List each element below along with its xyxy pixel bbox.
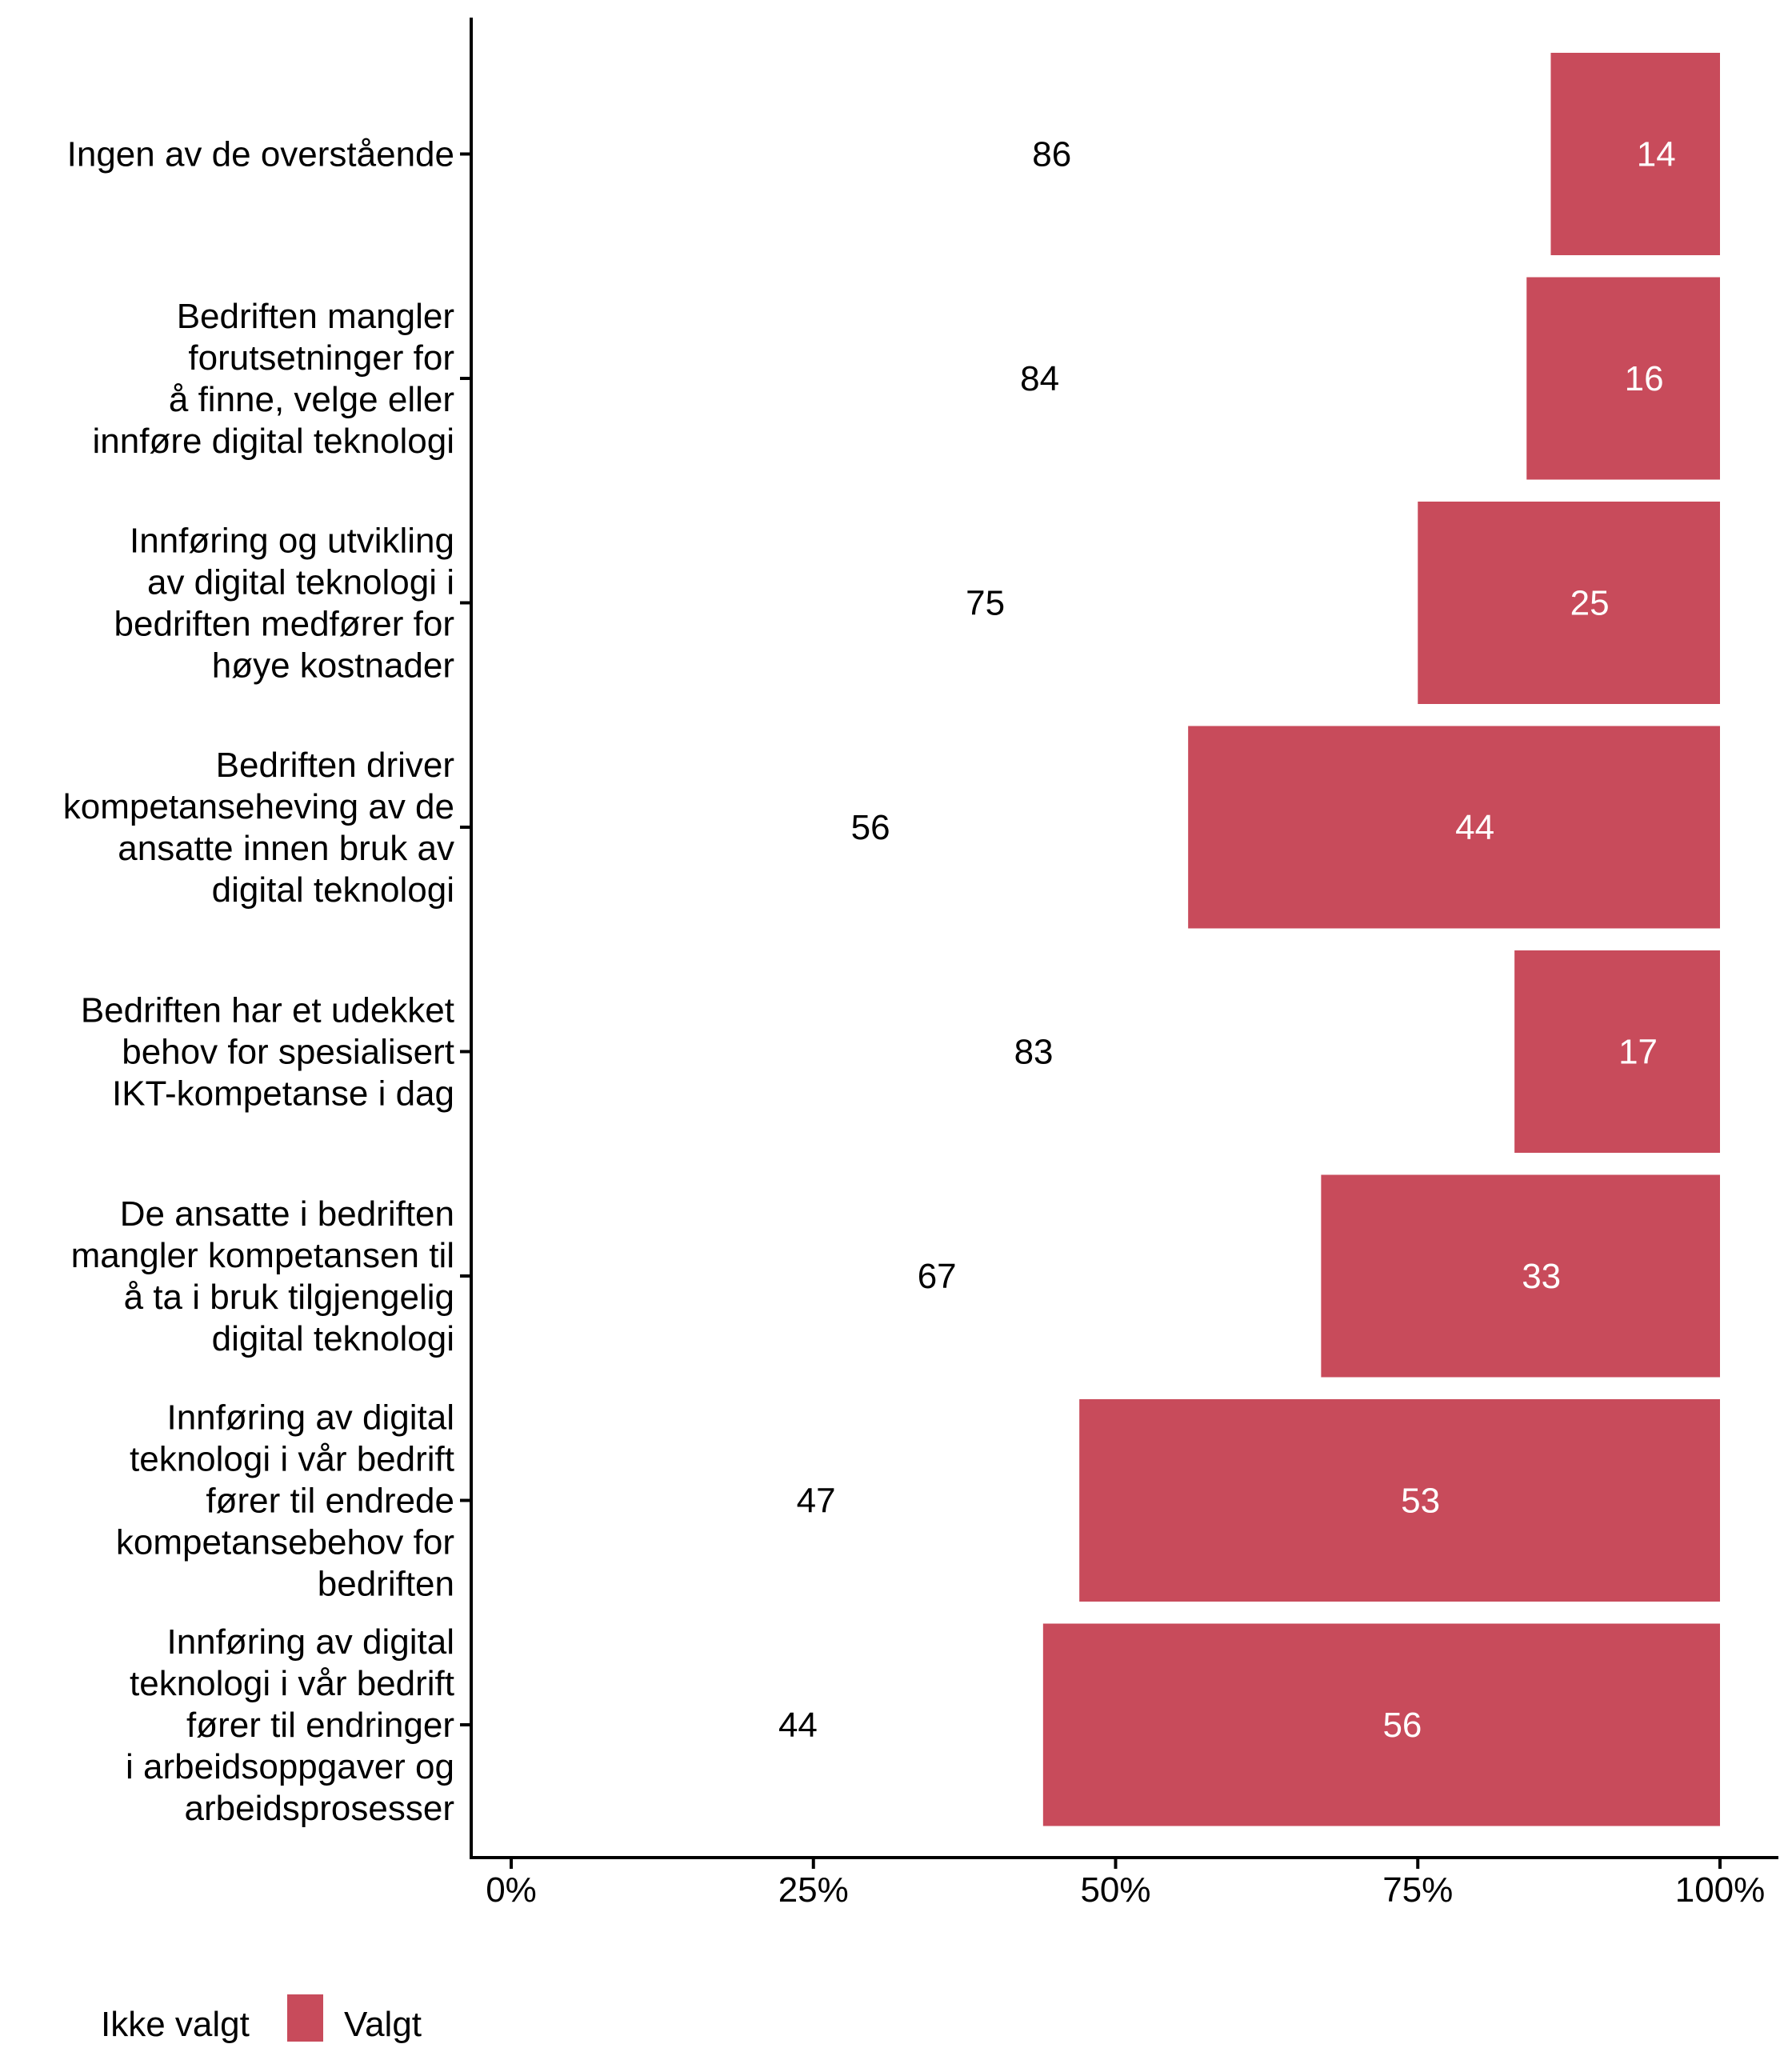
- y-category-label-line: bedriften medfører for: [114, 605, 455, 644]
- value-labels-layer: 86 14 84 16 75 25 56 44 83 17 67 33 47 53 44 56: [778, 135, 1676, 1746]
- y-category-label-line: Bedriften driver: [216, 746, 454, 785]
- y-category-label-line: innføre digital teknologi: [93, 422, 454, 461]
- y-category-label-line: Innføring av digital: [166, 1622, 454, 1662]
- value-label-valgt: 33: [1522, 1257, 1561, 1296]
- legend-label-ikke-valgt: Ikke valgt: [101, 2005, 250, 2044]
- value-label-valgt: 16: [1625, 359, 1664, 398]
- bar-valgt: [1321, 1174, 1720, 1378]
- y-category-label-line: å finne, velge eller: [169, 380, 454, 419]
- x-tick-label: 50%: [1080, 1870, 1150, 1910]
- y-category-label: Ingen av de overstående: [67, 135, 454, 174]
- y-category-label-line: teknologi i vår bedrift: [130, 1664, 454, 1703]
- x-tick-label: 0%: [486, 1870, 537, 1910]
- y-category-label: Innføring og utvikling av digital teknolo…: [114, 522, 455, 686]
- y-category-label-line: fører til endrede: [206, 1482, 454, 1521]
- value-label-ikke-valgt: 75: [966, 584, 1005, 623]
- y-category-label-line: digital teknologi: [212, 870, 454, 910]
- bar-ikke-valgt: [511, 1399, 1079, 1602]
- y-category-label-line: arbeidsprosesser: [185, 1789, 455, 1828]
- value-label-valgt: 25: [1570, 584, 1610, 623]
- y-category-label-line: ansatte innen bruk av: [118, 829, 454, 868]
- value-label-ikke-valgt: 83: [1014, 1033, 1054, 1072]
- y-category-label-line: høye kostnader: [212, 646, 454, 686]
- x-axis-ticks: 0% 25% 50% 75% 100%: [486, 1858, 1765, 1910]
- bar-ikke-valgt: [511, 502, 1418, 704]
- bar-valgt: [1079, 1399, 1720, 1602]
- bar-ikke-valgt: [511, 53, 1550, 255]
- y-category-label-line: kompetansebehov for: [116, 1523, 454, 1562]
- y-axis-labels: Ingen av de overstående Bedriften mangler…: [63, 135, 471, 1828]
- value-label-ikke-valgt: 84: [1020, 359, 1059, 398]
- value-label-valgt: 17: [1618, 1033, 1658, 1072]
- y-category-label-line: fører til endringer: [186, 1706, 454, 1745]
- value-label-ikke-valgt: 44: [778, 1706, 818, 1745]
- y-category-label-line: i arbeidsoppgaver og: [126, 1747, 454, 1786]
- y-category-label-line: digital teknologi: [212, 1319, 454, 1358]
- y-category-label-line: å ta i bruk tilgjengelig: [124, 1278, 454, 1317]
- y-category-label: Bedriften mangler forutsetninger for å fin…: [93, 297, 454, 461]
- bars-layer: [511, 53, 1720, 1826]
- bar-valgt: [1514, 950, 1720, 1153]
- value-label-ikke-valgt: 47: [797, 1482, 836, 1521]
- y-category-label-line: av digital teknologi i: [147, 563, 454, 602]
- y-category-label-line: De ansatte i bedriften: [120, 1194, 454, 1234]
- y-category-label-line: kompetanseheving av de: [63, 787, 454, 826]
- value-label-valgt: 14: [1637, 135, 1676, 174]
- value-label-ikke-valgt: 67: [918, 1257, 957, 1296]
- x-tick-label: 100%: [1675, 1870, 1766, 1910]
- x-tick-label: 75%: [1382, 1870, 1453, 1910]
- x-tick-label: 25%: [778, 1870, 849, 1910]
- bar-valgt: [1042, 1623, 1720, 1826]
- y-category-label: Innføring av digital teknologi i vår bedr…: [126, 1622, 454, 1828]
- y-category-label: De ansatte i bedriften mangler kompetanse…: [71, 1194, 454, 1358]
- bar-valgt: [1550, 53, 1720, 255]
- y-category-label: Innføring av digital teknologi i vår bedr…: [116, 1398, 454, 1604]
- bar-ikke-valgt: [511, 1175, 1321, 1378]
- y-category-label-line: Bedriften har et udekket: [81, 991, 454, 1030]
- value-label-valgt: 56: [1382, 1706, 1422, 1745]
- bar-valgt: [1418, 502, 1720, 704]
- y-category-label-line: teknologi i vår bedrift: [130, 1440, 454, 1479]
- y-category-label: Bedriften har et udekket behov for spesia…: [81, 991, 454, 1114]
- legend: Ikke valgt Valgt: [101, 1994, 422, 2044]
- y-category-label-line: mangler kompetansen til: [71, 1236, 454, 1275]
- bar-valgt: [1526, 277, 1720, 480]
- bar-valgt: [1188, 726, 1720, 929]
- legend-swatch-valgt: [287, 1994, 323, 2042]
- legend-label-valgt: Valgt: [344, 2005, 422, 2044]
- y-category-label-line: Ingen av de overstående: [67, 135, 454, 174]
- value-label-ikke-valgt: 86: [1032, 135, 1071, 174]
- value-label-valgt: 53: [1401, 1482, 1440, 1521]
- y-category-label-line: Innføring av digital: [166, 1398, 454, 1438]
- value-label-ikke-valgt: 56: [851, 808, 890, 847]
- y-category-label-line: IKT-kompetanse i dag: [112, 1074, 454, 1114]
- bar-ikke-valgt: [511, 1624, 1043, 1826]
- bar-ikke-valgt: [511, 726, 1188, 929]
- y-category-label-line: Bedriften mangler: [177, 297, 454, 336]
- bar-ikke-valgt: [511, 950, 1514, 1153]
- y-category-label-line: bedriften: [318, 1565, 454, 1604]
- y-category-label: Bedriften driver kompetanseheving av de an…: [63, 746, 454, 910]
- y-category-label-line: Innføring og utvikling: [130, 522, 454, 561]
- value-label-valgt: 44: [1455, 808, 1494, 847]
- y-category-label-line: forutsetninger for: [188, 338, 454, 378]
- bar-ikke-valgt: [511, 278, 1526, 480]
- y-category-label-line: behov for spesialisert: [122, 1033, 454, 1072]
